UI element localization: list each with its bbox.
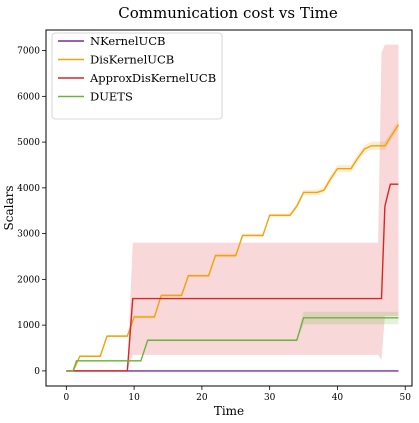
y-tick-label: 6000 bbox=[17, 92, 40, 102]
diskernelucb-confidence-band bbox=[66, 120, 399, 371]
y-axis-label: Scalars bbox=[2, 186, 16, 231]
chart-title: Communication cost vs Time bbox=[118, 4, 338, 22]
legend-label-approxdiskernelucb: ApproxDisKernelUCB bbox=[89, 71, 216, 85]
y-tick-label: 5000 bbox=[17, 138, 40, 148]
y-tick-label: 1000 bbox=[17, 321, 40, 331]
x-tick-label: 40 bbox=[332, 393, 344, 403]
legend-label-duets: DUETS bbox=[90, 90, 133, 104]
x-axis-ticks: 0 10 20 30 40 50 bbox=[63, 386, 411, 403]
x-tick-label: 50 bbox=[399, 393, 411, 403]
plot-frame bbox=[45, 29, 413, 387]
legend-label-nkernelucb: NKernelUCB bbox=[90, 34, 165, 48]
y-tick-label: 3000 bbox=[17, 230, 40, 240]
x-tick-label: 10 bbox=[128, 393, 140, 403]
duets-line bbox=[66, 317, 399, 372]
legend-box bbox=[51, 32, 223, 120]
y-tick-label: 0 bbox=[34, 367, 40, 377]
approxdiskernelucb-confidence-band bbox=[66, 44, 399, 371]
y-tick-label: 2000 bbox=[17, 275, 40, 285]
legend-label-diskernelucb: DisKernelUCB bbox=[90, 53, 174, 67]
x-axis-label: Time bbox=[214, 404, 244, 418]
series-lines bbox=[66, 124, 400, 372]
y-axis-ticks: 0 1000 2000 3000 4000 5000 6000 7000 bbox=[17, 47, 46, 377]
y-tick-label: 7000 bbox=[17, 47, 40, 57]
legend: NKernelUCB DisKernelUCB ApproxDisKernelUCB… bbox=[51, 32, 223, 120]
x-tick-label: 0 bbox=[63, 393, 69, 403]
x-tick-label: 30 bbox=[264, 393, 276, 403]
approxdiskernelucb-line bbox=[66, 183, 399, 372]
diskernelucb-line bbox=[66, 124, 400, 372]
x-tick-label: 20 bbox=[196, 393, 208, 403]
y-tick-label: 4000 bbox=[17, 184, 40, 194]
